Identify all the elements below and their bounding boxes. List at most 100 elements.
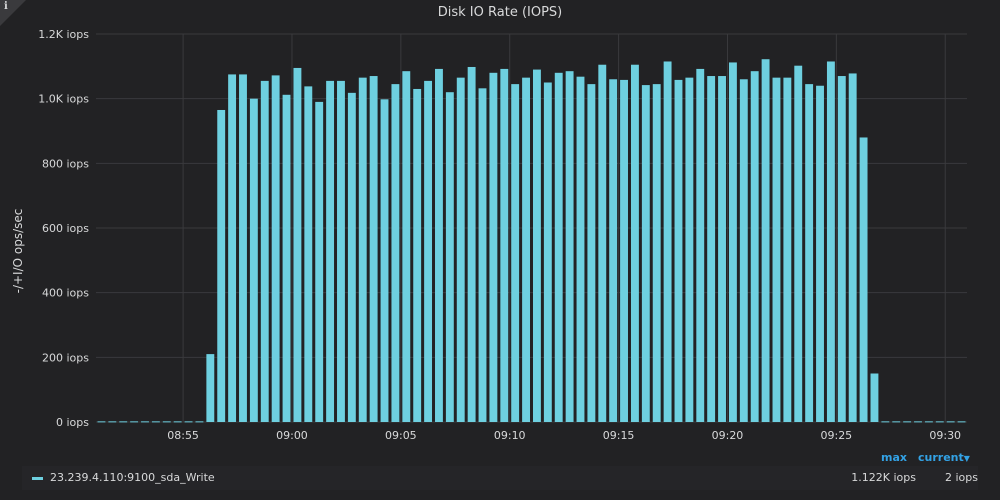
bar[interactable] [761,59,770,422]
series-bars [97,59,966,423]
bar[interactable] [914,421,922,423]
bar[interactable] [228,74,237,423]
bar[interactable] [598,64,607,422]
legend-header-max[interactable]: max [881,451,907,464]
bar[interactable] [728,62,737,422]
bar[interactable] [707,76,716,422]
bar[interactable] [97,421,106,423]
bar[interactable] [184,421,193,423]
bar[interactable] [663,61,672,422]
bar[interactable] [565,71,574,423]
bar[interactable] [816,85,824,422]
bar[interactable] [848,73,857,422]
panel-title[interactable]: Disk IO Rate (IOPS) [437,5,563,20]
bar[interactable] [652,84,661,423]
bar[interactable] [456,77,465,423]
bar[interactable] [859,137,868,422]
bar[interactable] [489,72,498,423]
bar[interactable] [696,68,705,423]
bar[interactable] [500,68,509,423]
bar[interactable] [293,67,302,422]
bar[interactable] [141,421,149,423]
bar[interactable] [108,421,117,423]
bar[interactable] [805,84,814,423]
bar[interactable] [718,76,726,422]
bar[interactable] [380,99,389,422]
bar[interactable] [903,421,912,423]
bar[interactable] [206,354,215,422]
bar[interactable] [260,80,269,422]
bar[interactable] [837,76,846,422]
legend-header-current[interactable]: current▼ [918,451,970,464]
y-tick-label: 1.2K iops [38,28,89,41]
bar[interactable] [282,94,291,422]
bar[interactable] [772,77,781,423]
bar[interactable] [533,69,541,422]
bar[interactable] [946,421,955,423]
bar[interactable] [424,80,433,422]
y-axis-ticks: 0 iops 200 iops 400 iops 600 iops 800 iops 1.… [38,28,89,429]
legend-series-color-icon[interactable] [32,477,43,480]
x-tick-label: 09:00 [276,429,308,442]
bar[interactable] [685,77,694,423]
bar[interactable] [935,421,944,423]
bar[interactable] [870,373,879,423]
bar[interactable] [892,421,901,423]
x-tick-label: 09:20 [712,429,744,442]
bar[interactable] [957,421,966,423]
bar[interactable] [239,74,247,423]
x-tick-label: 09:30 [929,429,961,442]
bar[interactable] [413,88,422,422]
bar[interactable] [543,82,552,423]
bar[interactable] [924,421,933,423]
bar[interactable] [326,80,335,422]
bar[interactable] [609,79,618,423]
bar[interactable] [315,101,324,423]
bar[interactable] [402,71,411,423]
panel-info-corner[interactable] [0,0,26,26]
y-tick-label: 0 iops [56,416,89,429]
bar[interactable] [130,421,139,423]
bar[interactable] [337,80,345,422]
legend-header-current-label[interactable]: current [918,451,964,464]
bar[interactable] [630,64,639,422]
bar[interactable] [881,421,890,423]
x-tick-label: 08:55 [167,429,199,442]
bar[interactable] [173,421,182,423]
bar[interactable] [576,76,585,423]
bar[interactable] [826,61,835,422]
bar[interactable] [249,98,258,423]
info-icon[interactable]: i [4,1,8,12]
bar[interactable] [554,72,563,423]
bar[interactable] [435,68,443,423]
bar[interactable] [587,84,596,423]
bar[interactable] [162,421,171,423]
caret-down-icon[interactable]: ▼ [963,454,970,463]
bar[interactable] [794,65,803,422]
bar[interactable] [641,85,650,422]
bar[interactable] [620,79,628,422]
bar[interactable] [119,421,128,423]
legend-item[interactable]: 23.239.4.110:9100_sda_Write 1.122K iops … [22,466,978,490]
bar[interactable] [151,421,160,423]
bar[interactable] [304,86,313,422]
bar[interactable] [467,66,476,422]
bar[interactable] [750,71,759,423]
bar[interactable] [783,77,792,423]
bar[interactable] [674,79,683,422]
bar[interactable] [347,92,356,422]
bar[interactable] [369,76,378,422]
bar[interactable] [358,77,367,423]
bar[interactable] [445,92,454,422]
bar[interactable] [217,109,226,422]
bar[interactable] [391,84,400,423]
bar[interactable] [195,421,204,423]
bar[interactable] [478,88,487,422]
legend-series-name[interactable]: 23.239.4.110:9100_sda_Write [50,471,215,484]
bar[interactable] [271,75,280,422]
x-tick-label: 09:10 [494,429,526,442]
bar[interactable] [739,79,748,423]
bar[interactable] [522,77,530,423]
bar[interactable] [511,84,520,423]
